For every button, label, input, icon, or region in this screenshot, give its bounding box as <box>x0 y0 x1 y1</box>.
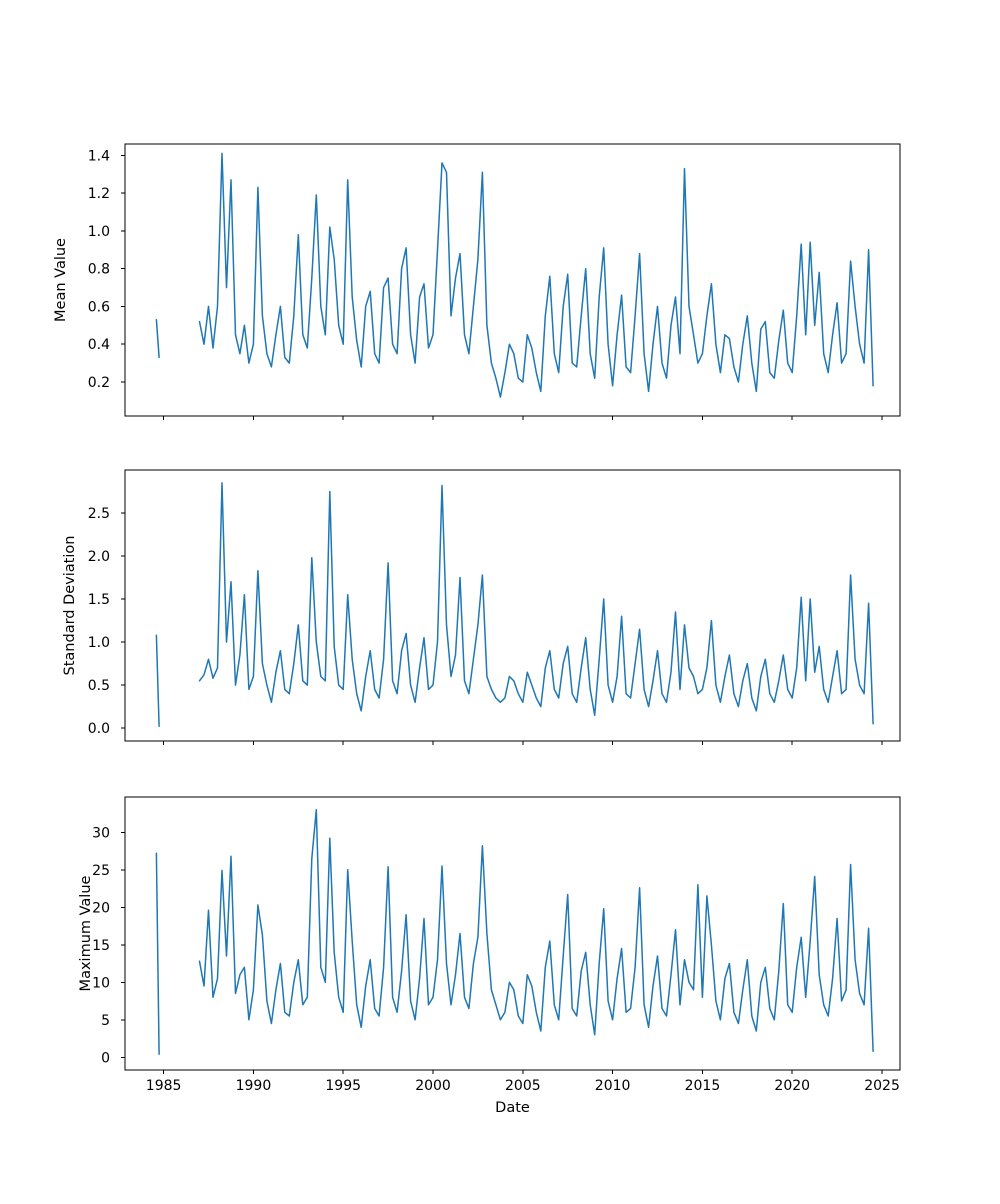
x-tick-label: 2020 <box>774 1078 810 1094</box>
y-tick-label: 20 <box>92 900 110 916</box>
y-tick-label: 0.8 <box>88 262 110 278</box>
x-tick-label: 2000 <box>415 1078 451 1094</box>
x-tick-label: 1985 <box>146 1078 182 1094</box>
y-tick-label: 1.0 <box>88 224 110 240</box>
y-tick-label: 1.0 <box>88 635 110 651</box>
series-line-main <box>198 152 874 398</box>
series-line-pre-gap-segment-1984 <box>155 318 160 359</box>
y-tick-label: 2.5 <box>88 506 110 522</box>
y-tick-label: 0 <box>101 1050 110 1066</box>
y-tick-label: 0.4 <box>88 337 110 353</box>
x-tick-label: 2015 <box>685 1078 721 1094</box>
y-tick-label: 10 <box>92 975 110 991</box>
x-tick-label: 1990 <box>236 1078 272 1094</box>
series-line-pre-gap-segment-1984 <box>155 634 160 728</box>
y-tick-label: 5 <box>101 1013 110 1029</box>
y-axis-label: Maximum Value <box>78 875 94 991</box>
x-tick-label: 2025 <box>864 1078 900 1094</box>
y-axis-label: Mean Value <box>53 238 69 322</box>
y-tick-label: 2.0 <box>88 549 110 565</box>
subplot-1-border <box>124 143 901 417</box>
series-line-main <box>198 482 874 725</box>
x-tick-label: 2005 <box>505 1078 541 1094</box>
subplot-2: 0.0 0.5 1.0 1.5 2.0 2.5 Standard Deviation <box>62 469 901 745</box>
y-tick-label: 1.2 <box>88 186 110 202</box>
y-tick-label: 0.0 <box>88 721 110 737</box>
y-tick-label: 0.2 <box>88 375 110 391</box>
y-axis-label: Standard Deviation <box>62 536 78 676</box>
y-tick-label: 15 <box>92 938 110 954</box>
series-line-pre-gap-segment-1984 <box>155 852 160 1056</box>
x-tick-label: 1995 <box>325 1078 361 1094</box>
y-tick-label: 25 <box>92 863 110 879</box>
y-tick-label: 30 <box>92 825 110 841</box>
subplot-3-border <box>124 796 901 1071</box>
y-tick-label: 1.5 <box>88 592 110 608</box>
subplot-2-border <box>124 469 901 742</box>
subplot-1: 0.2 0.4 0.6 0.8 1.0 1.2 1.4 Mean Value <box>53 143 901 420</box>
y-tick-label: 0.6 <box>88 299 110 315</box>
y-tick-label: 1.4 <box>88 148 110 164</box>
series-line-main <box>198 809 874 1053</box>
x-tick-label: 2010 <box>595 1078 631 1094</box>
x-axis-label: Date <box>495 1100 530 1116</box>
y-tick-label: 0.5 <box>88 678 110 694</box>
